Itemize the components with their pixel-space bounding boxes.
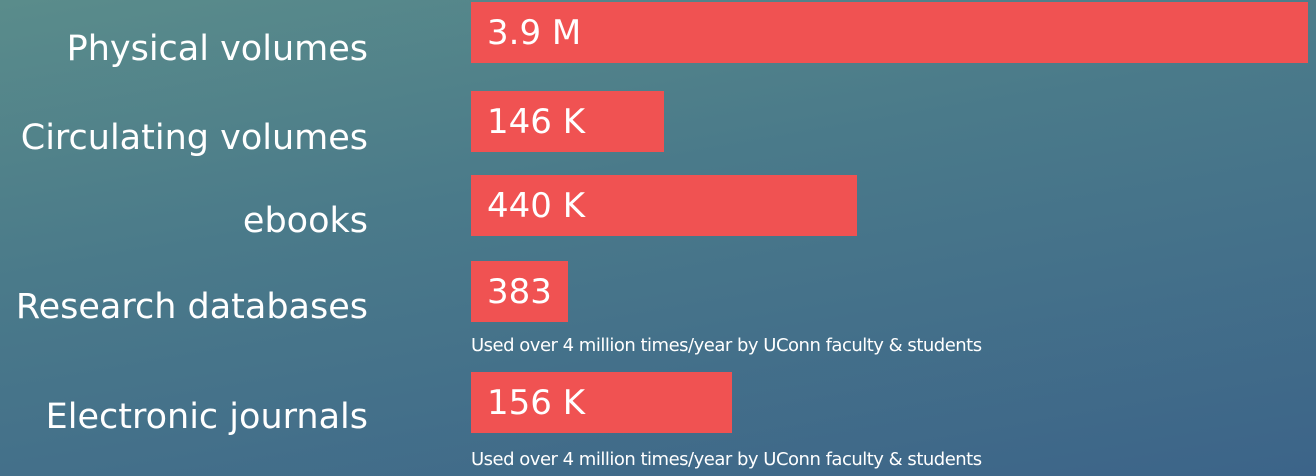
row-label: ebooks bbox=[242, 201, 368, 241]
bar-value: 156 K bbox=[487, 382, 585, 423]
bar: 383 bbox=[471, 261, 568, 322]
row-note: Used over 4 million times/year by UConn … bbox=[471, 449, 982, 470]
bar: 440 K bbox=[471, 175, 857, 236]
row-note: Used over 4 million times/year by UConn … bbox=[471, 335, 982, 356]
bar: 156 K bbox=[471, 372, 732, 433]
row-label: Electronic journals bbox=[45, 397, 368, 437]
bar-value: 440 K bbox=[487, 185, 585, 226]
row-label: Circulating volumes bbox=[20, 118, 368, 158]
bar-value: 383 bbox=[487, 271, 552, 312]
bar-value: 3.9 M bbox=[487, 12, 582, 53]
bar: 3.9 M bbox=[471, 2, 1308, 63]
bar-value: 146 K bbox=[487, 101, 585, 142]
row-label: Physical volumes bbox=[66, 29, 368, 69]
bar: 146 K bbox=[471, 91, 664, 152]
row-label: Research databases bbox=[15, 287, 368, 327]
